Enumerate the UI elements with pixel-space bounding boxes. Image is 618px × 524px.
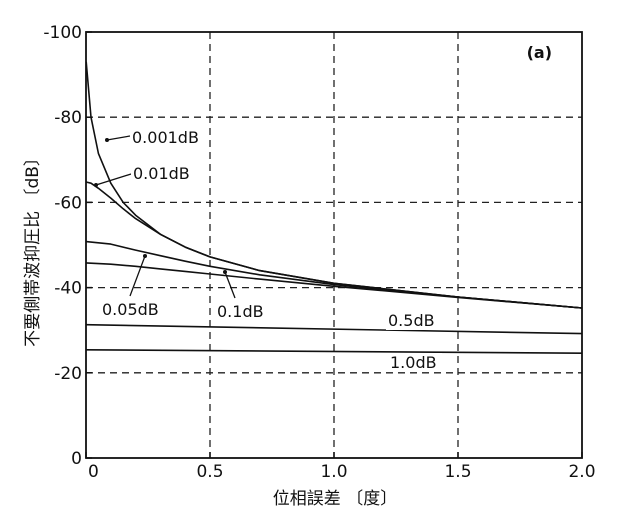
y-tick-label-5: -100 xyxy=(43,23,82,43)
series-line-1.0dB xyxy=(85,349,583,354)
annotation-arrowhead-1 xyxy=(94,183,98,187)
y-axis-title: 不要側帯波抑圧比 〔dB〕 xyxy=(23,149,43,347)
x-tick-label-2: 1.0 xyxy=(320,462,347,482)
y-tick-label-1: -20 xyxy=(54,364,82,384)
y-tick-label-2: -40 xyxy=(54,279,82,299)
annotation-bg-4 xyxy=(386,311,440,330)
axes: 0 0.5 1.0 1.5 2.0 0 -20 -40 -60 -80 -100 xyxy=(43,23,595,482)
annotation-bg-2 xyxy=(100,300,164,319)
series-layer xyxy=(85,61,583,354)
annotation-leader-3 xyxy=(224,271,236,299)
x-tick-label-3: 1.5 xyxy=(444,462,471,482)
x-axis-title: 位相誤差 〔度〕 xyxy=(273,489,397,509)
series-line-0.05dB xyxy=(85,240,583,309)
annotation-arrowhead-2 xyxy=(143,254,147,258)
x-tick-label-4: 2.0 xyxy=(568,462,595,482)
y-tick-label-4: -80 xyxy=(54,108,82,128)
annotation-arrowhead-3 xyxy=(223,270,227,274)
series-line-0.01dB xyxy=(85,181,583,309)
annotation-bg-3 xyxy=(215,302,269,321)
annotation-leader-1 xyxy=(95,173,132,186)
annotation-leader-2 xyxy=(129,255,146,297)
annotation-label-2: 0.05dB xyxy=(102,300,159,319)
x-tick-label-1: 0.5 xyxy=(196,462,223,482)
annotation-label-0: 0.001dB xyxy=(132,128,199,147)
annotation-label-3: 0.1dB xyxy=(217,302,264,321)
annotation-arrowhead-0 xyxy=(105,138,109,142)
series-line-0.5dB xyxy=(85,323,583,335)
annotation-bg-5 xyxy=(388,353,442,372)
annotation-label-5: 1.0dB xyxy=(390,353,437,372)
panel-label: (a) xyxy=(527,43,552,62)
y-tick-label-3: -60 xyxy=(54,193,82,213)
series-line-0.1dB xyxy=(85,262,583,309)
annotation-label-1: 0.01dB xyxy=(133,164,190,183)
annotation-leader-0 xyxy=(106,135,131,141)
annotation-layer: 0.001dB 0.01dB 0.05dB 0.1dB 0.5dB 1.0dB xyxy=(94,128,442,372)
grid xyxy=(86,32,582,458)
y-tick-label-0: 0 xyxy=(71,449,82,469)
annotation-bg-1 xyxy=(131,164,195,183)
annotation-bg-0 xyxy=(130,128,204,147)
x-tick-label-0: 0 xyxy=(88,462,99,482)
annotation-label-4: 0.5dB xyxy=(388,311,435,330)
